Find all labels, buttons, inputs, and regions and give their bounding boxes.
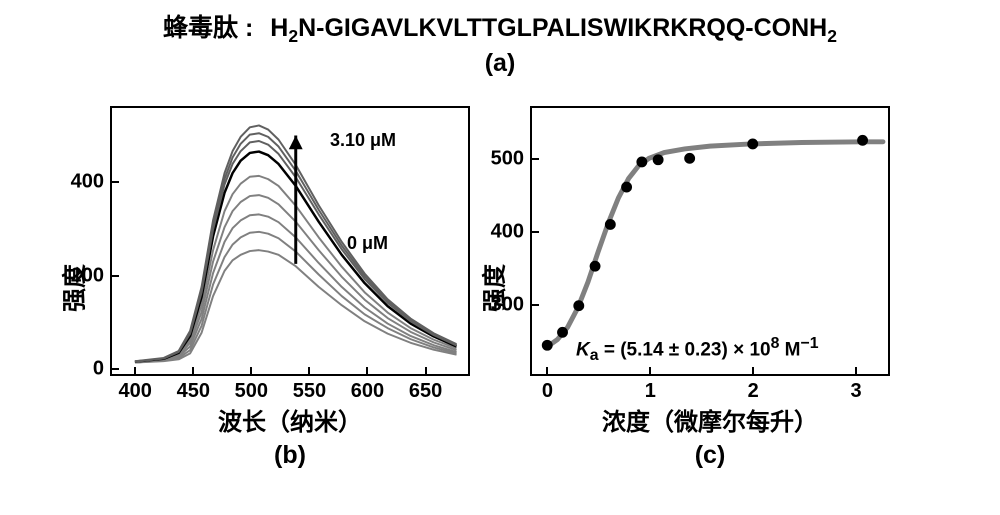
panel-label-c: (c) [530, 441, 890, 470]
seq-mid: N-GIGAVLKVLTTGLPALISWIKRKRQQ-CONH [298, 14, 827, 42]
panel-label-b: (b) [110, 441, 470, 470]
chart-c-ytick: 300 [491, 294, 524, 317]
chart-b-ytick: 200 [71, 264, 104, 287]
seq-pre: H [270, 14, 288, 42]
chart-b-xlabel: 波长（纳米） [110, 402, 470, 437]
chart-b-ytick: 400 [71, 171, 104, 194]
chart-b-xtick: 450 [177, 380, 210, 403]
chart-c-annot-ka: Ka = (5.14 ± 0.23) × 108 M−1 [576, 335, 819, 365]
chart-b-annot-top: 3.10 μM [330, 130, 396, 151]
chart-b-xtick: 650 [409, 380, 442, 403]
chart-c-axes: Ka = (5.14 ± 0.23) × 108 M−1 01233004005… [530, 106, 890, 376]
chart-c-xtick: 1 [645, 380, 656, 403]
panel-label-a: (a) [0, 49, 1000, 78]
figure-header: 蜂毒肽 : H2N-GIGAVLKVLTTGLPALISWIKRKRQQ-CON… [0, 0, 1000, 78]
sequence-line: 蜂毒肽 : H2N-GIGAVLKVLTTGLPALISWIKRKRQQ-CON… [0, 8, 1000, 47]
seq-sub1: 2 [288, 26, 298, 46]
chart-c-xtick: 0 [542, 380, 553, 403]
chart-b-xtick: 550 [293, 380, 326, 403]
chart-b-plot [112, 108, 468, 374]
chart-b-xtick: 500 [235, 380, 268, 403]
chart-c: 强度 Ka = (5.14 ± 0.23) × 108 M−1 01233004… [530, 106, 890, 470]
chart-c-ytick: 400 [491, 221, 524, 244]
sequence-prefix: 蜂毒肽 : [163, 14, 253, 42]
chart-c-xlabel: 浓度（微摩尔每升） [530, 402, 890, 437]
chart-c-xtick: 2 [748, 380, 759, 403]
seq-sub2: 2 [827, 26, 837, 46]
chart-b-ytick: 0 [93, 357, 104, 380]
chart-b-axes: 3.10 μM 0 μM 4004505005506006500200400 [110, 106, 470, 376]
chart-b-xtick: 600 [351, 380, 384, 403]
chart-c-ytick: 500 [491, 148, 524, 171]
chart-b: 强度 3.10 μM 0 μM 400450500550600650020040… [110, 106, 470, 470]
chart-c-xtick: 3 [850, 380, 861, 403]
chart-b-xtick: 400 [119, 380, 152, 403]
chart-b-annot-bottom: 0 μM [347, 233, 388, 254]
charts-row: 强度 3.10 μM 0 μM 400450500550600650020040… [0, 106, 1000, 470]
